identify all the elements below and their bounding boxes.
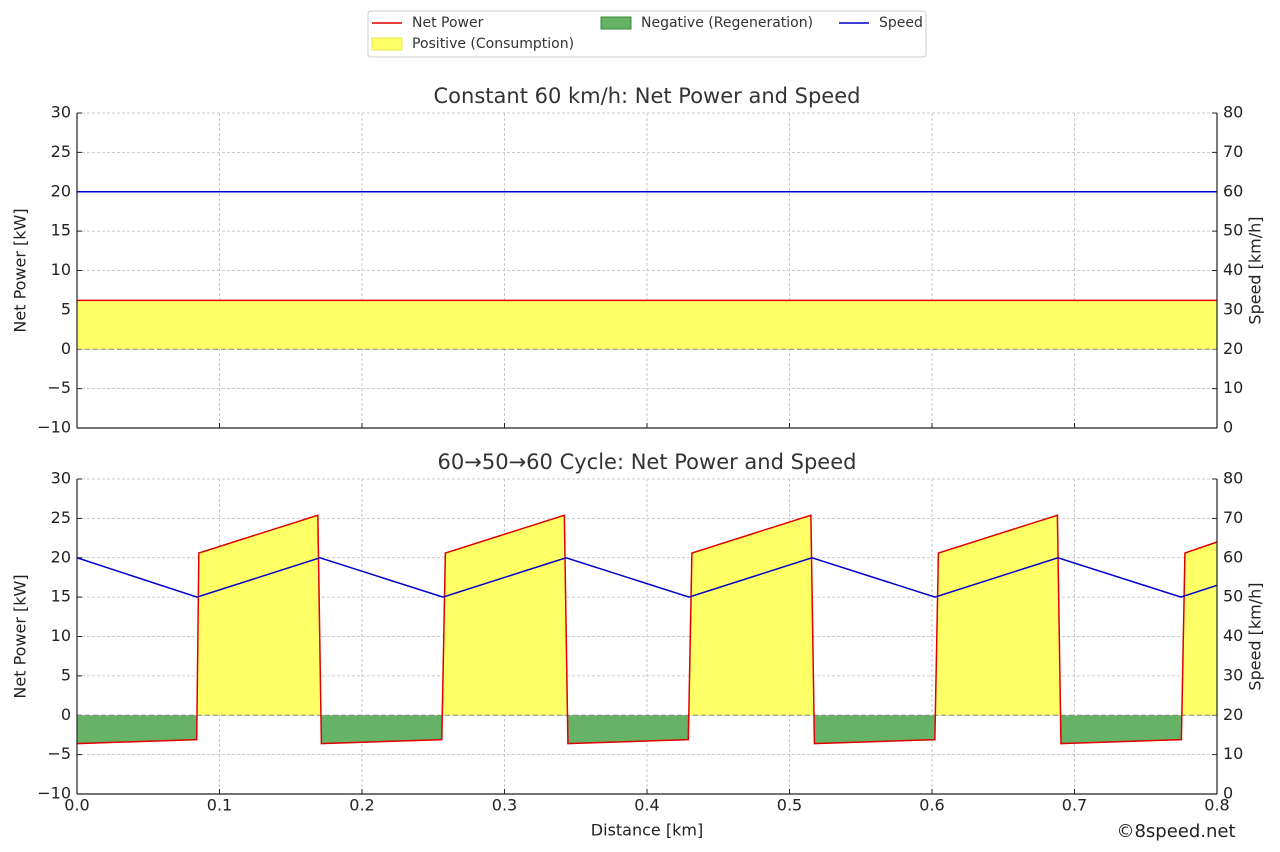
x-tick-label: 0.8 [1204, 796, 1229, 815]
y2-tick-label: 0 [1223, 784, 1233, 803]
y-tick-label: 20 [51, 547, 71, 566]
y2-tick-label: 60 [1223, 181, 1243, 200]
legend-label: Negative (Regeneration) [641, 15, 813, 31]
watermark: ©8speed.net [1116, 821, 1235, 842]
y-tick-label: 25 [51, 508, 71, 527]
y2-tick-label: 80 [1223, 103, 1243, 122]
legend-label: Positive (Consumption) [412, 36, 574, 52]
y2-tick-label: 30 [1223, 665, 1243, 684]
y2-tick-label: 50 [1223, 221, 1243, 240]
plot: −10 −5 0 5 10 15 20 25 30 0 10 20 30 40 50 60 70 80 Consta… [11, 84, 1265, 437]
legend-label: Net Power [412, 15, 484, 31]
y-axis-label: Net Power [kW] [11, 208, 30, 332]
y2-tick-label: 70 [1223, 508, 1243, 527]
x-axis-label: Distance [km] [591, 821, 703, 840]
y-tick-label: −5 [47, 378, 71, 397]
legend: Net Power Positive (Consumption) Negative … [367, 10, 927, 58]
area [77, 515, 1217, 716]
line [76, 514, 1218, 745]
y-tick-label: 5 [61, 299, 71, 318]
x-tick-label: 0.7 [1062, 796, 1087, 815]
area [77, 300, 1217, 350]
x-tick-label: 0.4 [634, 796, 659, 815]
legend-patch [600, 16, 632, 30]
chart-title: 60→50→60 Cycle: Net Power and Speed [438, 450, 857, 474]
y2-tick-label: 40 [1223, 260, 1243, 279]
y-tick-label: 20 [51, 181, 71, 200]
plot: 0.0 0.1 0.2 0.3 0.4 0.5 0.6 0.7 0.8 −10 −5 0 5 10 15 20… [11, 450, 1265, 840]
y2-tick-label: 0 [1223, 418, 1233, 437]
legend-label: Speed [879, 15, 923, 31]
y-tick-label: 25 [51, 142, 71, 161]
y2-axis-label: Speed [km/h] [1246, 216, 1265, 324]
y-tick-label: −5 [47, 744, 71, 763]
y2-tick-label: 20 [1223, 705, 1243, 724]
x-tick-label: 0.0 [64, 796, 89, 815]
y-tick-label: 15 [51, 587, 71, 606]
y-tick-label: 0 [61, 705, 71, 724]
y2-tick-label: 60 [1223, 547, 1243, 566]
y-tick-label: 10 [51, 260, 71, 279]
x-tick-label: 0.2 [349, 796, 374, 815]
y-tick-label: 10 [51, 626, 71, 645]
legend-patch [371, 37, 403, 51]
y2-tick-label: 20 [1223, 339, 1243, 358]
y2-tick-label: 10 [1223, 744, 1243, 763]
y2-tick-label: 10 [1223, 378, 1243, 397]
chart-title: Constant 60 km/h: Net Power and Speed [434, 84, 861, 108]
y2-tick-label: 50 [1223, 587, 1243, 606]
x-tick-label: 0.5 [777, 796, 802, 815]
y2-tick-label: 80 [1223, 469, 1243, 488]
y-tick-label: 30 [51, 469, 71, 488]
y2-tick-label: 30 [1223, 299, 1243, 318]
legend-box [367, 10, 927, 58]
line [76, 556, 1218, 598]
area [77, 715, 1217, 744]
y2-tick-label: 40 [1223, 626, 1243, 645]
y-tick-label: 0 [61, 339, 71, 358]
y-tick-label: 15 [51, 221, 71, 240]
y-tick-label: −10 [37, 418, 71, 437]
y2-axis-label: Speed [km/h] [1246, 582, 1265, 690]
x-tick-label: 0.6 [919, 796, 944, 815]
y-axis-label: Net Power [kW] [11, 574, 30, 698]
y-tick-label: 30 [51, 103, 71, 122]
y-tick-label: 5 [61, 665, 71, 684]
x-tick-label: 0.1 [207, 796, 232, 815]
y-tick-label: −10 [37, 784, 71, 803]
y2-tick-label: 70 [1223, 142, 1243, 161]
x-tick-label: 0.3 [492, 796, 517, 815]
